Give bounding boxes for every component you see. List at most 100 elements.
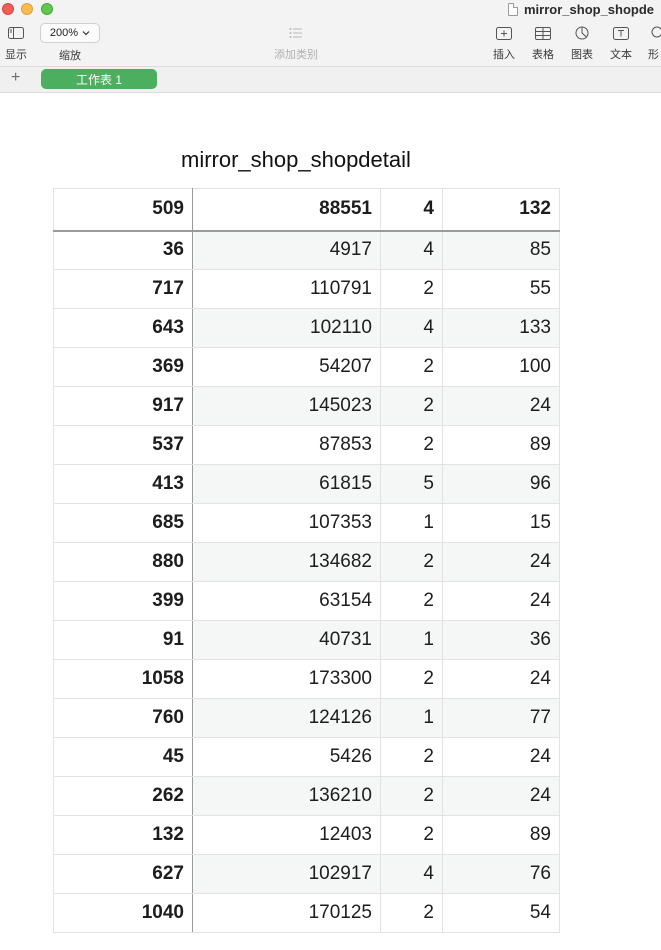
- table-cell[interactable]: 61815: [192, 464, 381, 504]
- table-cell[interactable]: 89: [442, 425, 560, 465]
- table-cell[interactable]: 132: [53, 815, 193, 855]
- window-title: mirror_shop_shopde: [508, 0, 654, 18]
- table-cell[interactable]: 102917: [192, 854, 381, 894]
- table-cell[interactable]: 102110: [192, 308, 381, 348]
- table-cell[interactable]: 136210: [192, 776, 381, 816]
- table-cell[interactable]: 5: [380, 464, 443, 504]
- table-cell[interactable]: 760: [53, 698, 193, 738]
- table-cell[interactable]: 4: [380, 308, 443, 348]
- table-cell[interactable]: 2: [380, 893, 443, 933]
- table-row: 369 54207 2 100: [53, 347, 560, 387]
- table-cell[interactable]: 2: [380, 269, 443, 309]
- table-row: 399 63154 2 24: [53, 581, 560, 621]
- table-cell[interactable]: 24: [442, 776, 560, 816]
- table-cell[interactable]: 369: [53, 347, 193, 387]
- table-cell[interactable]: 54: [442, 893, 560, 933]
- table-cell[interactable]: 24: [442, 542, 560, 582]
- shape-label: 形: [648, 49, 659, 61]
- table-cell[interactable]: 40731: [192, 620, 381, 660]
- table-cell[interactable]: 54207: [192, 347, 381, 387]
- header-cell[interactable]: 509: [53, 188, 193, 232]
- table-cell[interactable]: 2: [380, 581, 443, 621]
- table-cell[interactable]: 4: [380, 854, 443, 894]
- table-cell[interactable]: 2: [380, 386, 443, 426]
- chart-button[interactable]: 图表: [570, 24, 594, 62]
- table-cell[interactable]: 1: [380, 698, 443, 738]
- table-cell[interactable]: 685: [53, 503, 193, 543]
- table-cell[interactable]: 537: [53, 425, 193, 465]
- table-cell[interactable]: 96: [442, 464, 560, 504]
- table-cell[interactable]: 36: [53, 230, 193, 270]
- table-cell[interactable]: 110791: [192, 269, 381, 309]
- chart-label: 图表: [571, 49, 593, 61]
- table-cell[interactable]: 2: [380, 347, 443, 387]
- table-cell[interactable]: 85: [442, 230, 560, 270]
- table-cell[interactable]: 2: [380, 815, 443, 855]
- table-cell[interactable]: 124126: [192, 698, 381, 738]
- table-cell[interactable]: 107353: [192, 503, 381, 543]
- shape-button[interactable]: 形: [648, 24, 661, 62]
- sheet-tab-1[interactable]: 工作表 1: [41, 69, 157, 89]
- table-cell[interactable]: 145023: [192, 386, 381, 426]
- table-row: 36 4917 4 85: [53, 230, 560, 270]
- table-cell[interactable]: 5426: [192, 737, 381, 777]
- text-button[interactable]: 文本: [609, 24, 633, 62]
- table-cell[interactable]: 76: [442, 854, 560, 894]
- table-cell[interactable]: 36: [442, 620, 560, 660]
- close-window-button[interactable]: [2, 3, 14, 15]
- table-cell[interactable]: 717: [53, 269, 193, 309]
- table-cell[interactable]: 24: [442, 737, 560, 777]
- table-cell[interactable]: 2: [380, 737, 443, 777]
- table-cell[interactable]: 134682: [192, 542, 381, 582]
- table-cell[interactable]: 12403: [192, 815, 381, 855]
- table-cell[interactable]: 55: [442, 269, 560, 309]
- table-cell[interactable]: 917: [53, 386, 193, 426]
- header-cell[interactable]: 4: [380, 188, 443, 232]
- table-cell[interactable]: 133: [442, 308, 560, 348]
- table-cell[interactable]: 173300: [192, 659, 381, 699]
- data-table[interactable]: 509 88551 4 132 36 4917 4 85 717 110791 2 55 643 1021…: [53, 188, 560, 933]
- table-cell[interactable]: 24: [442, 386, 560, 426]
- table-cell[interactable]: 413: [53, 464, 193, 504]
- view-button[interactable]: 显示: [4, 24, 28, 62]
- fullscreen-window-button[interactable]: [41, 3, 53, 15]
- table-cell[interactable]: 262: [53, 776, 193, 816]
- table-cell[interactable]: 63154: [192, 581, 381, 621]
- add-sheet-button[interactable]: +: [11, 69, 21, 86]
- insert-button[interactable]: 插入: [492, 24, 516, 62]
- table-cell[interactable]: 91: [53, 620, 193, 660]
- table-cell[interactable]: 170125: [192, 893, 381, 933]
- table-cell[interactable]: 399: [53, 581, 193, 621]
- table-row: 760 124126 1 77: [53, 698, 560, 738]
- table-title[interactable]: mirror_shop_shopdetail: [181, 147, 411, 172]
- table-cell[interactable]: 627: [53, 854, 193, 894]
- minimize-window-button[interactable]: [21, 3, 33, 15]
- table-cell[interactable]: 1: [380, 503, 443, 543]
- header-cell[interactable]: 132: [442, 188, 560, 232]
- table-cell[interactable]: 100: [442, 347, 560, 387]
- table-cell[interactable]: 2: [380, 776, 443, 816]
- table-cell[interactable]: 1040: [53, 893, 193, 933]
- table-cell[interactable]: 2: [380, 659, 443, 699]
- table-cell[interactable]: 643: [53, 308, 193, 348]
- header-cell[interactable]: 88551: [192, 188, 381, 232]
- table-cell[interactable]: 2: [380, 425, 443, 465]
- table-cell[interactable]: 77: [442, 698, 560, 738]
- table-cell[interactable]: 2: [380, 542, 443, 582]
- table-button[interactable]: 表格: [531, 24, 555, 62]
- table-cell[interactable]: 880: [53, 542, 193, 582]
- table-cell[interactable]: 4917: [192, 230, 381, 270]
- zoom-control[interactable]: 200% 缩放: [40, 23, 100, 63]
- table-cell[interactable]: 24: [442, 581, 560, 621]
- table-cell[interactable]: 4: [380, 230, 443, 270]
- table-cell[interactable]: 15: [442, 503, 560, 543]
- table-cell[interactable]: 89: [442, 815, 560, 855]
- document-icon: [508, 2, 518, 16]
- table-cell[interactable]: 24: [442, 659, 560, 699]
- zoom-select[interactable]: 200%: [40, 23, 100, 43]
- table-cell[interactable]: 1: [380, 620, 443, 660]
- table-cell[interactable]: 1058: [53, 659, 193, 699]
- add-category-button[interactable]: 添加类别: [270, 24, 322, 62]
- table-cell[interactable]: 87853: [192, 425, 381, 465]
- table-cell[interactable]: 45: [53, 737, 193, 777]
